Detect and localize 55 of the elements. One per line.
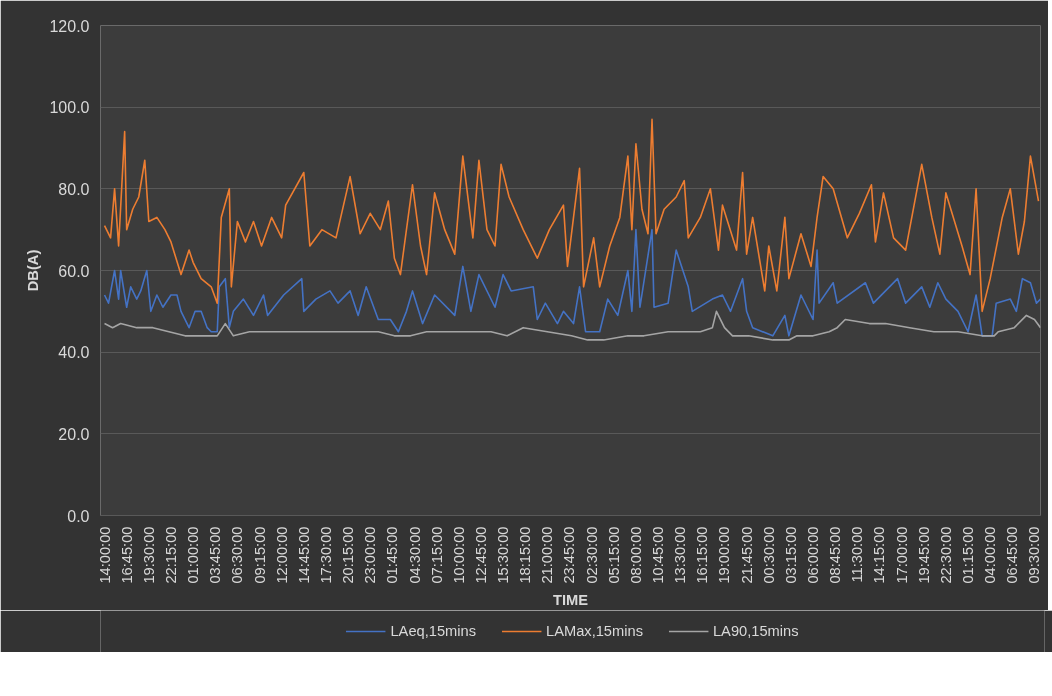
x-tick-label: 21:45:00 (738, 526, 755, 584)
x-tick-label: 01:00:00 (185, 526, 202, 584)
legend-label: LA90,15mins (712, 623, 799, 639)
x-tick-label: 17:30:00 (317, 526, 334, 584)
x-tick-label: 03:45:00 (207, 526, 224, 584)
x-tick-label: 03:15:00 (782, 526, 799, 584)
x-tick-label: 08:45:00 (827, 526, 844, 584)
x-tick-label: 06:00:00 (805, 526, 822, 584)
x-tick-label: 04:00:00 (982, 526, 999, 584)
x-tick-label: 18:15:00 (517, 526, 534, 584)
x-tick-label: 14:45:00 (295, 526, 312, 584)
x-tick-label: 08:00:00 (627, 526, 644, 584)
y-tick-label: 100.0 (49, 99, 90, 117)
x-tick-label: 23:45:00 (561, 526, 578, 584)
x-tick-label: 02:30:00 (583, 526, 600, 584)
x-tick-label: 12:45:00 (472, 526, 489, 584)
x-axis-title: TIME (553, 591, 589, 608)
x-tick-label: 21:00:00 (539, 526, 556, 584)
x-tick-label: 04:30:00 (406, 526, 423, 584)
y-tick-label: 80.0 (58, 180, 90, 198)
x-tick-label: 09:15:00 (251, 526, 268, 584)
x-tick-label: 15:30:00 (495, 526, 512, 584)
x-tick-label: 17:00:00 (893, 526, 910, 584)
x-tick-label: 07:15:00 (428, 526, 445, 584)
x-tick-label: 10:00:00 (450, 526, 467, 584)
x-tick-label: 01:15:00 (960, 526, 977, 584)
x-tick-label: 14:15:00 (871, 526, 888, 584)
x-tick-label: 19:30:00 (140, 526, 157, 584)
x-tick-label: 10:45:00 (650, 526, 667, 584)
x-tick-label: 19:00:00 (716, 526, 733, 584)
y-tick-label: 20.0 (58, 425, 90, 443)
x-tick-label: 19:45:00 (915, 526, 932, 584)
y-tick-label: 120.0 (49, 17, 90, 35)
legend-label: LAMax,15mins (546, 623, 643, 639)
x-tick-label: 14:00:00 (96, 526, 113, 584)
x-tick-label: 16:45:00 (118, 526, 135, 584)
x-tick-label: 06:45:00 (1004, 526, 1021, 584)
y-tick-label: 40.0 (58, 344, 90, 362)
y-axis-title: DB(A) (25, 249, 42, 292)
x-tick-label: 12:00:00 (273, 526, 290, 584)
y-tick-label: 60.0 (58, 262, 90, 280)
x-tick-label: 22:30:00 (937, 526, 954, 584)
x-tick-label: 13:30:00 (672, 526, 689, 584)
x-tick-label: 01:45:00 (384, 526, 401, 584)
y-tick-label: 0.0 (67, 507, 90, 525)
x-tick-label: 09:30:00 (1026, 526, 1043, 584)
x-tick-label: 23:00:00 (362, 526, 379, 584)
legend-label: LAeq,15mins (390, 623, 477, 639)
x-tick-label: 06:30:00 (229, 526, 246, 584)
x-tick-label: 16:15:00 (694, 526, 711, 584)
x-tick-label: 22:15:00 (162, 526, 179, 584)
x-tick-label: 05:15:00 (605, 526, 622, 584)
x-tick-label: 00:30:00 (760, 526, 777, 584)
x-tick-label: 11:30:00 (849, 526, 866, 583)
x-tick-label: 20:15:00 (340, 526, 357, 584)
